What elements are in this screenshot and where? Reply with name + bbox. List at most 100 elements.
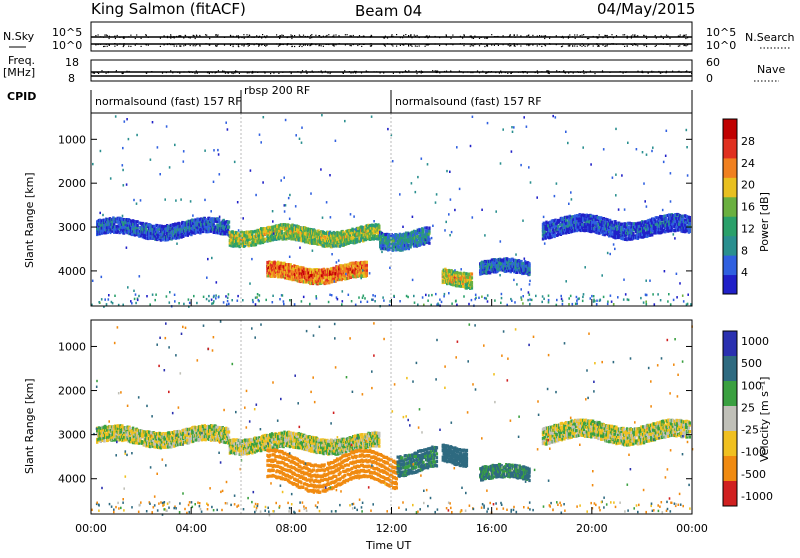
power-speckle: [444, 229, 446, 232]
noise-dot: [509, 45, 511, 47]
power-cell: [193, 224, 197, 228]
power-speckle: [301, 126, 303, 129]
noise-dot: [188, 36, 190, 39]
power-cell: [271, 268, 275, 272]
power-cell: [261, 234, 265, 238]
power-cell: [558, 218, 562, 222]
power-cell: [365, 270, 368, 274]
freq-dot: [436, 70, 438, 72]
power-speckle: [164, 198, 166, 201]
freq-dot: [383, 72, 385, 74]
freq-dot: [183, 71, 185, 73]
noise-dot: [361, 45, 363, 47]
power-cell: [620, 228, 623, 232]
power-cell: [254, 243, 258, 247]
power-speckle: [582, 146, 584, 149]
noise-dot: [532, 34, 534, 36]
freq-dot: [320, 70, 322, 72]
noise-dot: [574, 43, 576, 45]
power-cell: [557, 232, 560, 237]
power-cell: [296, 276, 300, 280]
noise-dot: [450, 37, 452, 39]
power-near-range: [541, 295, 544, 298]
noise-dot: [173, 37, 175, 39]
power-speckle: [450, 230, 453, 234]
power-cell: [284, 228, 287, 232]
power-near-range: [279, 298, 281, 301]
power-cell: [204, 218, 207, 222]
power-cell: [287, 277, 291, 281]
power-cell: [348, 270, 351, 274]
power-cell: [291, 265, 294, 269]
noise-dot: [403, 44, 405, 46]
freq-dot: [585, 72, 587, 74]
power-cell: [344, 277, 347, 281]
noise-dot: [569, 36, 571, 38]
power-speckle: [139, 199, 142, 202]
power-cell: [316, 237, 319, 241]
power-cell: [553, 230, 556, 234]
noise-dot: [572, 45, 574, 47]
power-cell: [338, 244, 342, 248]
noise-dot: [493, 36, 495, 38]
noise-dot: [510, 36, 512, 38]
power-cell: [665, 218, 668, 222]
noise-dot: [199, 44, 201, 46]
power-cell: [465, 275, 468, 279]
power-cell: [291, 227, 294, 231]
noise-dot: [583, 34, 585, 36]
noise-dot: [179, 35, 181, 37]
power-cell: [287, 274, 291, 278]
noise-dot: [635, 44, 637, 46]
power-cell: [290, 237, 293, 241]
power-cell: [337, 272, 341, 276]
power-cell: [345, 237, 349, 241]
noise-dot: [116, 34, 118, 37]
noise-dot: [114, 45, 116, 47]
power-cell: [588, 217, 591, 221]
power-speckle: [355, 228, 357, 231]
power-speckle: [553, 194, 556, 198]
freq-dot: [436, 71, 438, 73]
noise-dot: [685, 34, 687, 36]
noise-dot: [238, 44, 240, 46]
power-near-range: [98, 301, 100, 304]
power-cell: [427, 235, 430, 239]
noise-dot: [514, 45, 516, 47]
power-near-range: [327, 300, 330, 304]
noise-dot: [176, 35, 178, 38]
power-cell: [163, 233, 166, 237]
power-speckle: [189, 200, 192, 203]
power-near-range: [427, 299, 429, 302]
noise-dot: [470, 43, 472, 46]
power-speckle: [300, 141, 303, 144]
freq-dot: [437, 70, 439, 72]
freq-dot: [642, 72, 644, 74]
noise-dot: [567, 35, 569, 37]
noise-dot: [363, 35, 365, 37]
power-cell: [337, 235, 341, 239]
freq-dot: [651, 70, 653, 72]
power-speckle: [410, 182, 413, 185]
power-cell: [590, 216, 593, 220]
power-cell: [480, 268, 483, 272]
power-speckle: [556, 228, 558, 231]
noise-dot: [193, 43, 195, 45]
power-speckle: [664, 154, 667, 157]
power-speckle: [271, 301, 274, 304]
power-speckle: [589, 214, 592, 218]
noise-dot: [604, 34, 606, 36]
power-speckle: [334, 139, 337, 142]
power-cell: [271, 266, 275, 270]
power-speckle: [458, 187, 461, 191]
power-speckle: [125, 183, 128, 186]
power-cell: [523, 261, 526, 265]
noise-dot: [677, 45, 679, 47]
power-speckle: [287, 196, 290, 200]
noise-dot: [199, 36, 201, 38]
power-cell: [240, 239, 243, 243]
power-speckle: [615, 194, 617, 197]
noise-dot: [666, 36, 668, 38]
noise-dot: [128, 36, 130, 38]
power-speckle: [445, 220, 447, 224]
